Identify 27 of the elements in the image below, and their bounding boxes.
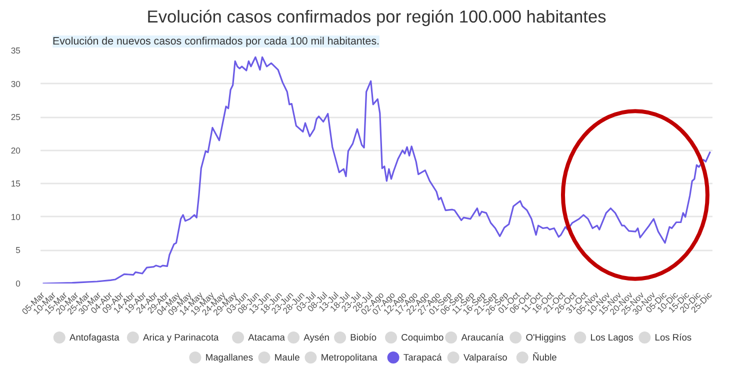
- y-tick-label: 20: [10, 145, 21, 156]
- legend-label: Tarapacá: [403, 352, 443, 362]
- legend-label: Metropolitana: [320, 352, 378, 362]
- legend-label: Araucanía: [461, 332, 505, 342]
- y-tick-label: 35: [10, 46, 21, 56]
- line-series: [42, 56, 712, 284]
- y-tick-label: 30: [10, 78, 21, 89]
- legend-label: Arica y Parinacota: [143, 332, 220, 342]
- legend-label: Coquimbo: [401, 332, 444, 342]
- legend-label: Antofagasta: [69, 332, 120, 342]
- chart-subtitle: Evolución de nuevos casos confirmados por cada 100 mil habitantes.: [52, 36, 380, 48]
- legend-label: O'Higgins: [526, 332, 566, 342]
- y-tick-label: 25: [10, 112, 21, 122]
- y-tick-label: 10: [10, 212, 21, 222]
- y-tick-label: 5: [16, 245, 21, 256]
- legend-label: Maule: [274, 352, 300, 362]
- legend-label: Valparaíso: [463, 352, 508, 362]
- legend-label: Los Ríos: [654, 332, 692, 342]
- legend-label: Aysén: [304, 332, 330, 342]
- y-tick-label: 0: [16, 278, 21, 288]
- legend-label: Biobío: [350, 332, 377, 342]
- chart-title: Evolución casos confirmados por región 100.000 habitantes: [146, 6, 607, 26]
- legend-label: Los Lagos: [590, 332, 634, 342]
- legend-label: Ñuble: [532, 352, 557, 362]
- legend-label: Atacama: [248, 332, 286, 342]
- legend-label: Magallanes: [205, 352, 254, 362]
- y-tick-label: 15: [10, 178, 21, 189]
